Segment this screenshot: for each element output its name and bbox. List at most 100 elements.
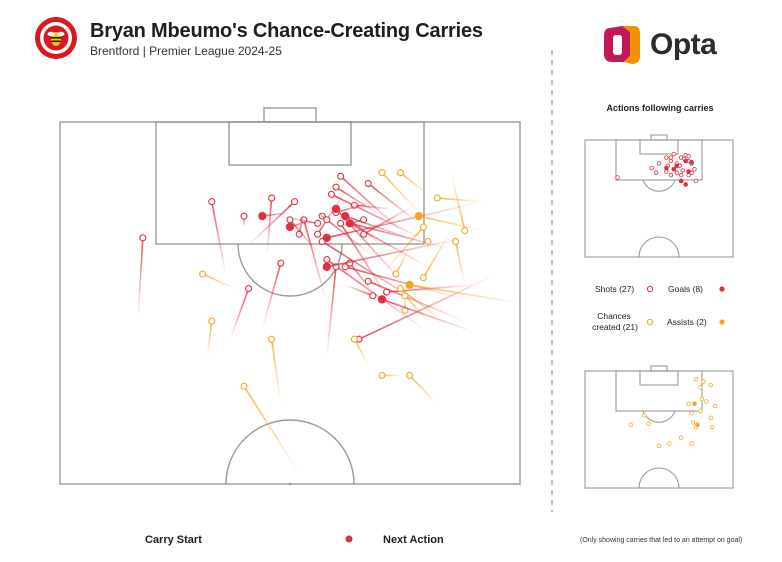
mini-chance-marker [708,415,713,420]
legend-chance-marker [646,318,654,326]
next-action-marker-goal [377,295,387,304]
mini-shot-marker [686,154,691,159]
mini-chance-marker [708,382,713,388]
mini1-penalty-arc [642,179,676,192]
mini-chance-marker [699,396,705,402]
next-action-marker-chance [424,237,432,246]
mini-shot-marker [668,155,674,160]
centre-spot [288,482,292,486]
mini-goal-marker [683,158,688,164]
next-action-marker-chance [419,223,427,231]
legend-shots-label: Shots (27) [595,284,635,294]
mini2-points [628,376,718,449]
carry-line-chance [243,385,300,474]
legend-assist-marker [719,319,725,325]
next-action-marker-chance [378,371,386,379]
mini-shot-marker [693,178,699,184]
chart-subtitle: Brentford | Premier League 2024-25 [90,44,282,58]
next-action-marker-goal [322,233,331,242]
carry-line-goal [335,208,406,286]
next-action-marker-shot [332,183,340,191]
chart-title: Bryan Mbeumo's Chance-Creating Carries [90,20,483,42]
next-action-marker-goal [285,222,295,232]
mini-chance-marker [713,403,718,409]
goal [263,107,317,123]
mini-chance-marker [698,408,703,413]
mini-shot-marker [680,168,685,173]
carry-line-shot [280,215,318,225]
next-action-marker-chance [401,292,409,300]
carry-line-shot [229,288,250,340]
mini-goal-marker [664,165,669,171]
carry-line-chance [404,295,429,322]
mini-chance-marker [693,376,699,382]
carry-line-chance [454,241,466,286]
next-action-marker-chance [350,335,358,343]
next-action-marker-shot [369,292,377,300]
carry-line-shot [335,186,383,217]
mini-chance-marker [667,441,672,446]
carry-line-shot [261,262,282,329]
next-action-marker-goal [322,262,331,271]
mini-goal-marker [671,166,677,172]
mini-chance-marker [701,379,706,384]
next-action-marker-shot [139,234,147,242]
mini-pitch-shots [584,134,734,258]
carry-line-shot [335,200,374,214]
mini-chance-marker [686,401,691,406]
mini-chance-marker [689,441,694,446]
legend-goals-label: Goals (8) [668,284,703,294]
carry-line-shot [340,175,406,235]
legend-shot-marker [646,285,654,293]
carry-line-chance [409,374,438,405]
next-action-marker-shot [323,216,331,224]
carry-line-goal [344,215,420,243]
next-action-marker-assist [414,211,423,221]
next-action-marker-shot [314,219,322,227]
mini-chance-marker [690,420,696,425]
mini1-six-yard-box [639,139,679,155]
mini2-goal [650,365,668,372]
carry-line-shot [326,258,429,333]
mini-shot-marker [668,172,674,178]
footnote: (Only showing carries that led to an att… [580,537,743,544]
carry-line-shot [349,262,374,293]
next-action-marker-shot [268,194,276,202]
carry-line-goal [262,211,291,217]
next-action-marker-shot [291,198,299,206]
carry-line-assist [409,284,521,304]
next-action-marker-chance [199,270,207,278]
carry-line-shot [211,201,227,275]
carry-line-shot [321,215,374,257]
mini-chance-marker [646,421,651,426]
mini-chance-marker [710,424,715,430]
carry-line-shot [289,219,319,253]
brentford-crest-icon [35,17,77,59]
next-action-marker-shot [341,263,349,271]
mini-goal-marker [683,182,688,187]
next-action-marker-shot [314,230,322,238]
carry-line-chance [353,338,369,365]
carry-line-shot [266,197,273,257]
mini2-outline [584,370,734,489]
six-yard-box [228,121,352,166]
carry-line-assist [418,215,484,232]
mini-chance-marker [642,413,647,418]
mini2-centre-circle [638,467,680,489]
carries-layer [137,169,521,474]
next-action-marker-chance [378,169,386,177]
carry-line-shot [303,219,328,304]
next-action-marker-shot [323,256,331,264]
legend-chances-label-line2: created (21) [592,322,638,332]
carry-line-goal [326,237,465,268]
mini-goal-marker [674,163,680,169]
mini-shot-marker [668,158,674,164]
footer-next-action-marker [345,535,353,543]
carry-line-chance [450,172,466,231]
mini1-centre-circle [638,236,680,258]
next-action-marker-shot [364,179,372,188]
carry-line-chance [395,248,411,275]
carry-line-chance [399,172,429,196]
next-action-marker-shot [277,259,285,267]
